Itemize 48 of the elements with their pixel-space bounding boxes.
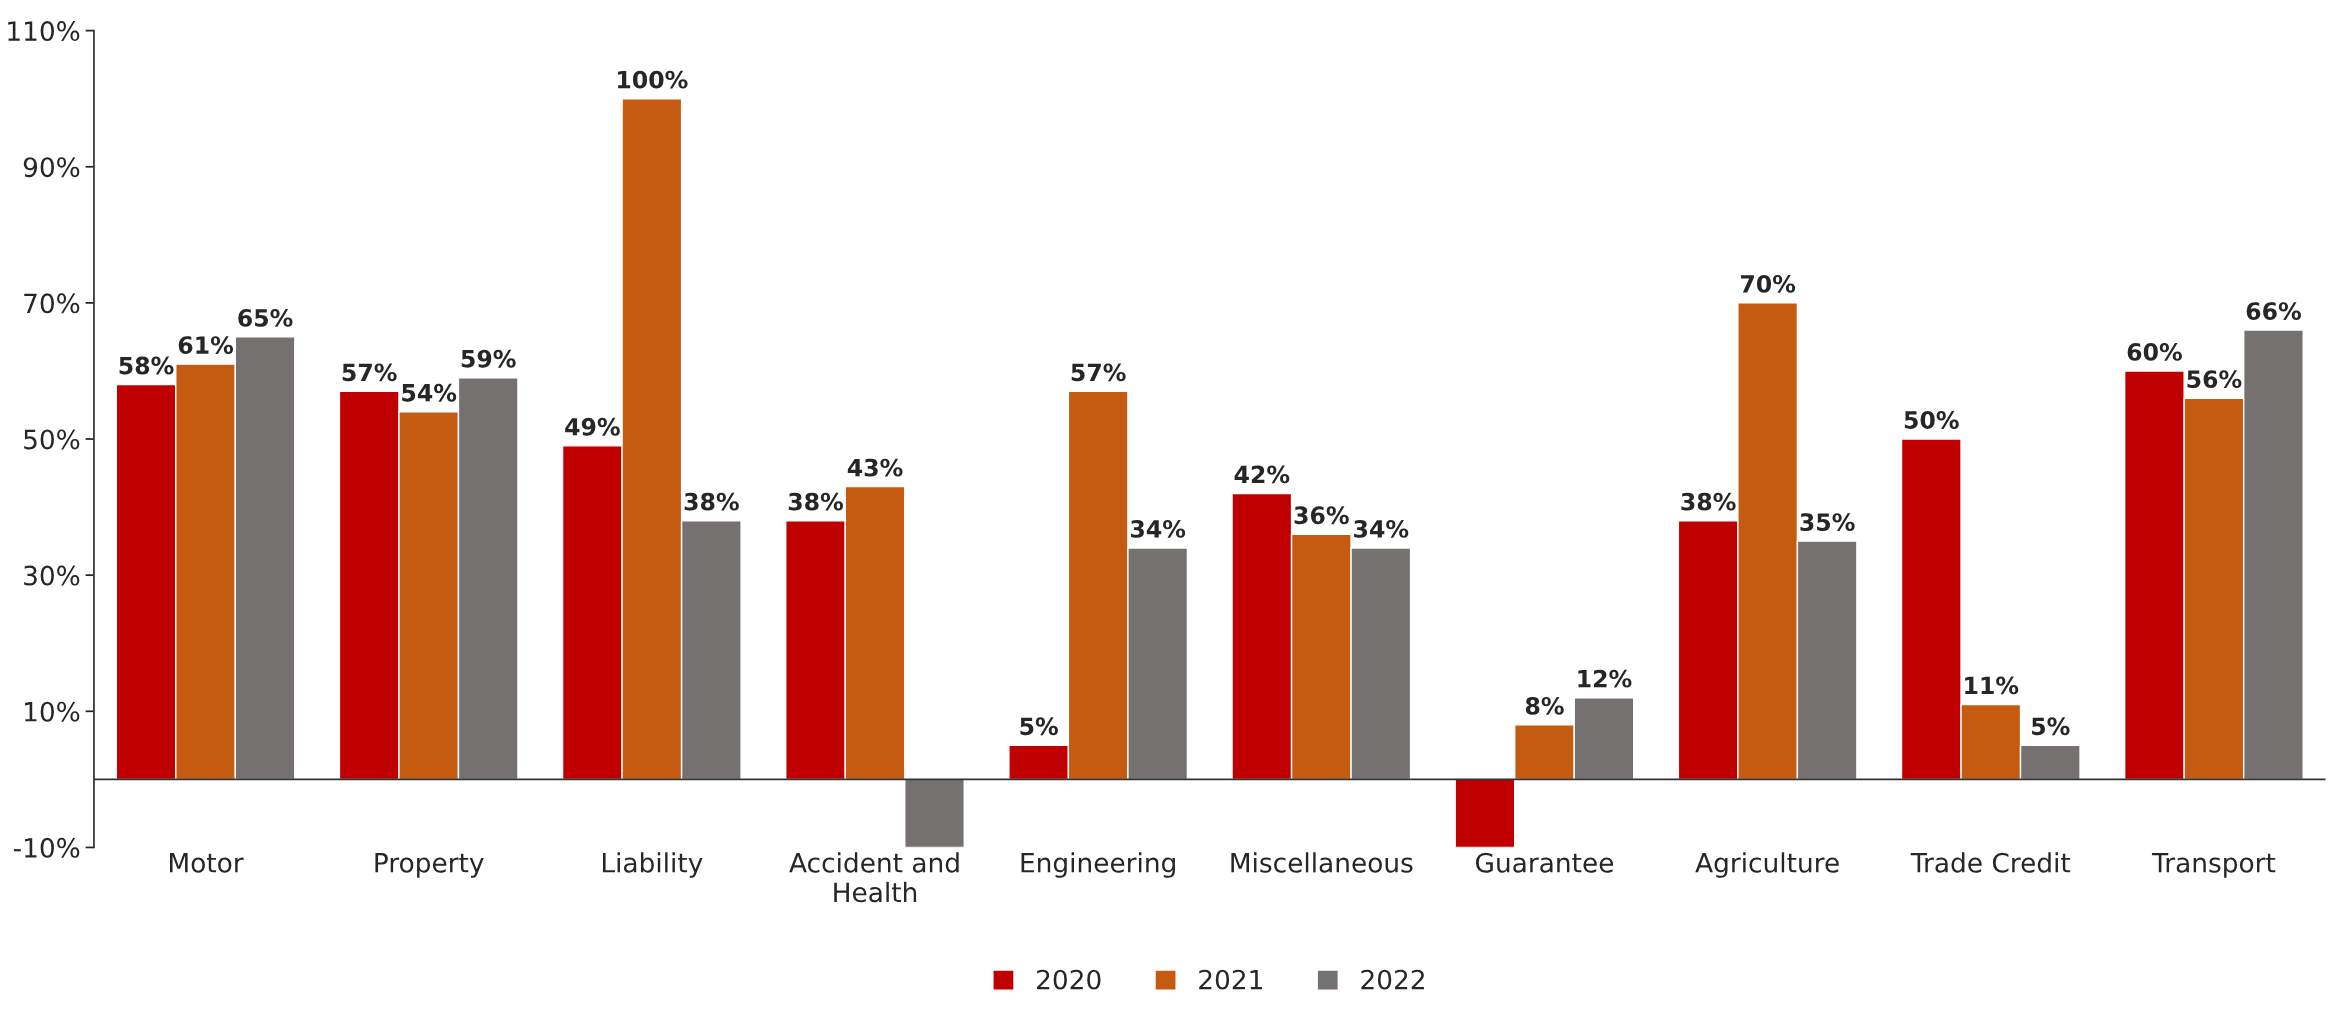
data-label: 38% — [1681, 492, 1736, 511]
data-label: 8% — [1525, 696, 1564, 715]
data-label: 43% — [847, 458, 903, 477]
data-label: 49% — [565, 417, 620, 436]
data-label: 57% — [1071, 363, 1126, 382]
data-label: 5% — [2032, 717, 2070, 736]
x-tick-label: Agriculture — [1695, 852, 1839, 878]
legend-label: 2020 — [1037, 969, 1101, 990]
y-tick-label: -10% — [13, 837, 80, 858]
y-tick-label: 90% — [23, 157, 80, 178]
data-label: 70% — [1740, 274, 1796, 293]
x-tick-label: Transport — [2151, 853, 2276, 878]
data-label: 38% — [684, 492, 739, 511]
data-label: 56% — [2187, 370, 2242, 389]
data-label: 12% — [1578, 669, 1632, 688]
x-tick-label: Motor — [170, 853, 244, 873]
data-label: 36% — [1294, 506, 1349, 525]
data-label: 58% — [119, 356, 174, 375]
x-tick-label: Property — [375, 853, 484, 878]
x-tick-label: Guarantee — [1475, 852, 1614, 873]
x-tick-label: Liability — [602, 852, 703, 878]
data-label: 59% — [461, 349, 516, 368]
x-tick-label: Trade Credit — [1910, 852, 2071, 873]
y-tick-label: 30% — [24, 565, 80, 586]
x-tick-label: Miscellaneous — [1231, 852, 1413, 873]
y-tick-label: 110% — [8, 21, 80, 42]
x-tick-label: Engineering — [1021, 852, 1175, 878]
data-label: 57% — [342, 363, 397, 382]
y-tick-label: 70% — [24, 293, 80, 314]
data-label: 11% — [1965, 676, 2019, 695]
legend-label: 2021 — [1199, 969, 1262, 990]
y-tick-label: 50% — [24, 429, 80, 450]
data-label: 66% — [2246, 302, 2301, 320]
data-label: 50% — [1904, 411, 1959, 429]
legend-label: 2022 — [1361, 969, 1424, 990]
data-label: 60% — [2127, 342, 2182, 361]
data-label: 35% — [1800, 513, 1855, 531]
data-label: 65% — [238, 308, 293, 327]
y-tick-label: 10% — [25, 701, 80, 722]
data-label: 34% — [1354, 519, 1409, 538]
data-label: 100% — [618, 70, 688, 89]
data-label: 42% — [1234, 465, 1290, 484]
data-label: 61% — [178, 336, 234, 355]
data-label: 38% — [788, 492, 843, 511]
x-tick-label: Accident and Health — [789, 852, 959, 903]
data-label: 54% — [402, 383, 457, 402]
data-label: 34% — [1130, 519, 1186, 538]
data-label: 5% — [1020, 717, 1058, 736]
